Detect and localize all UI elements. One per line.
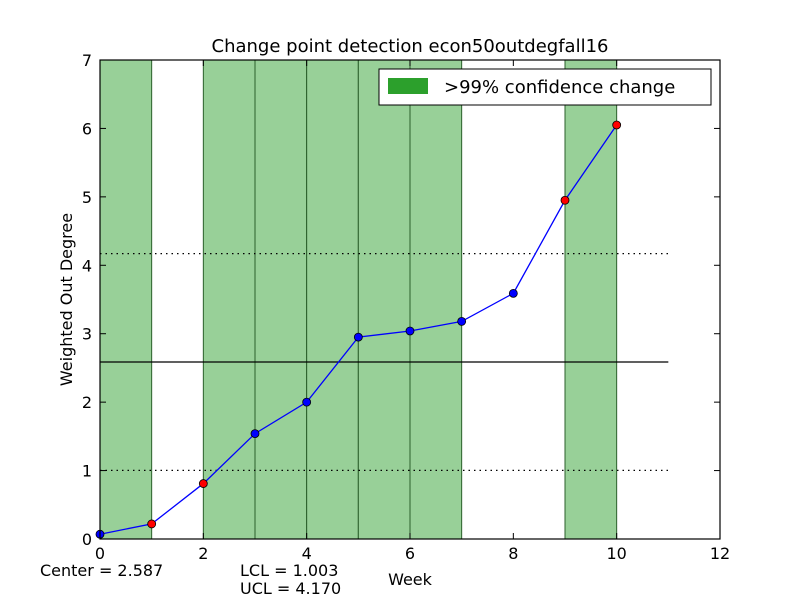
- y-axis-label: Weighted Out Degree: [57, 213, 76, 386]
- y-tick-label: 1: [82, 462, 92, 481]
- y-tick-label: 4: [82, 256, 92, 275]
- data-point: [147, 519, 157, 529]
- y-tick-label: 6: [82, 119, 92, 138]
- y-tick-label: 0: [82, 530, 92, 549]
- legend-label: >99% confidence change: [444, 77, 675, 98]
- x-tick-label: 8: [508, 544, 518, 563]
- change-region: [254, 59, 308, 540]
- x-tick-label: 4: [302, 544, 312, 563]
- data-point: [508, 288, 518, 298]
- data-point: [302, 397, 312, 407]
- y-tick-label: 3: [82, 325, 92, 344]
- change-region: [564, 59, 618, 540]
- data-point: [560, 195, 570, 205]
- change-region: [202, 59, 256, 540]
- change-region: [357, 59, 411, 540]
- x-axis-label: Week: [388, 570, 433, 589]
- data-point: [353, 332, 363, 342]
- x-tick-label: 2: [198, 544, 208, 563]
- x-tick-label: 6: [405, 544, 415, 563]
- y-tick-label: 2: [82, 393, 92, 412]
- change-region: [409, 59, 463, 540]
- change-region: [306, 59, 359, 540]
- legend-swatch: [388, 78, 428, 94]
- data-point: [612, 120, 622, 130]
- y-tick-label: 7: [82, 51, 92, 70]
- y-tick-label: 5: [82, 188, 92, 207]
- data-point: [405, 326, 415, 336]
- x-tick-label: 0: [95, 544, 105, 563]
- x-tick-label: 10: [606, 544, 626, 563]
- lcl-stat: LCL = 1.003: [240, 561, 339, 580]
- center-stat: Center = 2.587: [40, 561, 164, 580]
- ucl-stat: UCL = 4.170: [240, 579, 342, 598]
- legend-box: [378, 68, 712, 106]
- chart-title: Change point detection econ50outdegfall1…: [212, 36, 609, 57]
- data-point: [457, 316, 467, 326]
- x-tick-label: 12: [710, 544, 730, 563]
- data-point: [250, 429, 260, 439]
- change-region: [99, 59, 153, 540]
- data-point: [198, 479, 208, 488]
